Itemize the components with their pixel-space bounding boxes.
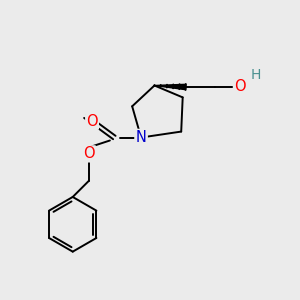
Text: O: O [234,80,246,94]
Text: H: H [251,68,261,82]
Polygon shape [154,84,186,90]
Text: O: O [86,114,98,129]
Text: N: N [136,130,146,145]
Text: O: O [83,146,95,161]
Text: N: N [136,130,146,145]
